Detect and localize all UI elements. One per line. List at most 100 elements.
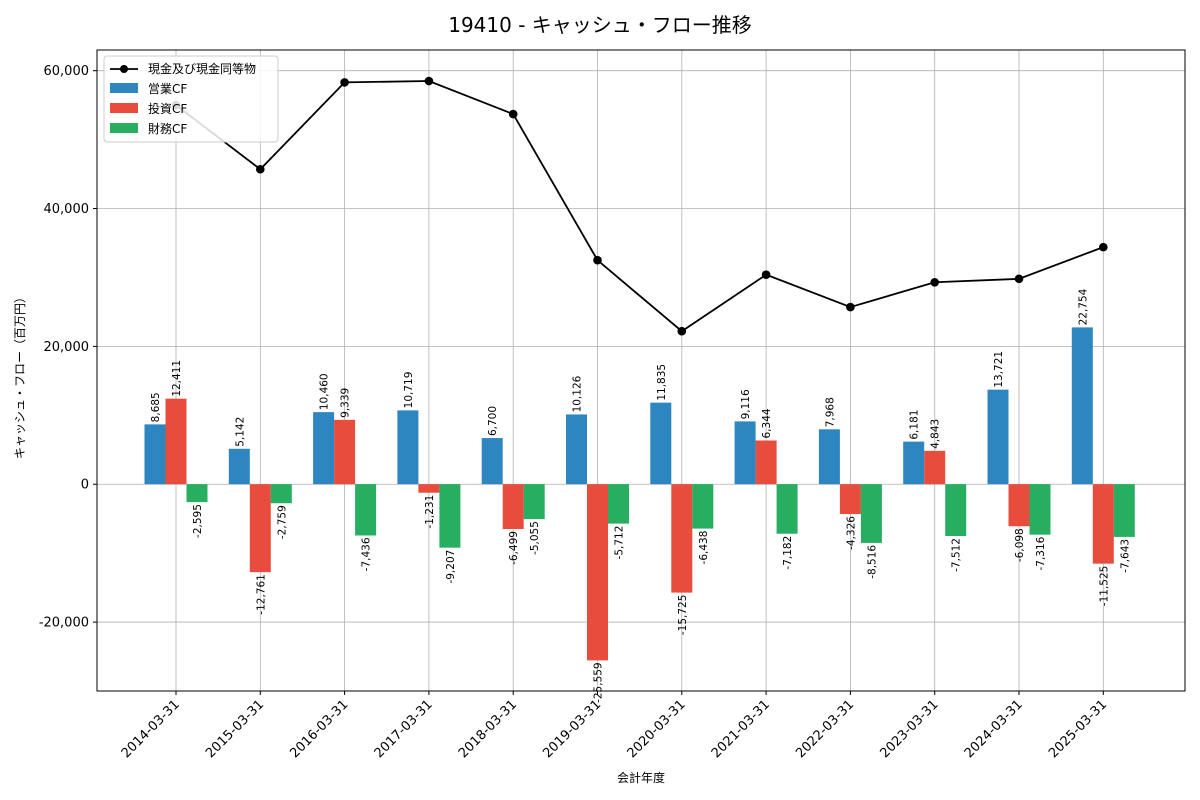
cash-point xyxy=(508,109,518,119)
bar xyxy=(650,402,672,485)
y-tick-label: 40,000 xyxy=(44,202,90,217)
cash-line xyxy=(175,80,1104,333)
bar xyxy=(249,484,271,573)
bar-value-label: 6,344 xyxy=(761,408,773,438)
bar-value-label: -2,759 xyxy=(276,505,288,539)
bar xyxy=(587,484,608,661)
bar-value-label: -2,595 xyxy=(192,504,204,538)
bar xyxy=(903,441,925,485)
bar-value-label: -6,438 xyxy=(698,531,710,565)
bar-value-label: 10,719 xyxy=(403,372,415,409)
bar-value-label: 11,835 xyxy=(656,364,668,401)
bar xyxy=(165,398,187,485)
bar xyxy=(1029,484,1051,535)
bar xyxy=(397,410,419,485)
bar-value-label: -12,761 xyxy=(255,574,267,615)
legend-swatch-investing xyxy=(110,103,138,113)
bar-value-label: 5,142 xyxy=(234,417,246,447)
bar xyxy=(1113,484,1135,537)
legend-line-marker xyxy=(120,65,128,73)
bar xyxy=(692,484,714,529)
bar xyxy=(755,440,777,485)
bar xyxy=(987,389,1009,485)
bar xyxy=(334,419,356,485)
cash-point xyxy=(677,326,687,336)
bar xyxy=(734,421,756,485)
bar xyxy=(860,484,882,543)
bar-value-label: 9,116 xyxy=(740,389,752,419)
bar xyxy=(566,414,587,485)
bar-value-label: 6,181 xyxy=(909,410,921,440)
bar-value-label: -25,559 xyxy=(593,662,605,703)
bar xyxy=(671,484,693,593)
cash-point xyxy=(424,76,434,86)
data-labels: 8,685 5,142 10,460 10,719 6,700 10,126 11,835 9… xyxy=(150,288,1131,703)
bar-value-label: -11,525 xyxy=(1098,566,1110,607)
bar xyxy=(924,450,946,485)
bar-value-label: -8,516 xyxy=(866,545,878,579)
bar-value-label: -4,326 xyxy=(845,516,857,550)
bar-value-label: -7,512 xyxy=(951,538,963,572)
bar-value-label: 12,411 xyxy=(171,360,183,397)
bar xyxy=(418,484,440,493)
y-tick-label: -20,000 xyxy=(39,616,89,631)
cash-point xyxy=(930,277,939,287)
legend-label-financing: 財務CF xyxy=(148,121,187,136)
legend-swatch-financing xyxy=(110,123,138,133)
legend-swatch-operating xyxy=(110,83,138,93)
bar-value-label: 6,700 xyxy=(487,406,499,436)
bar-value-label: -9,207 xyxy=(445,550,457,584)
bar-value-label: -15,725 xyxy=(677,595,689,636)
bar xyxy=(228,448,250,485)
bar xyxy=(839,484,861,515)
bar xyxy=(608,484,629,524)
legend-label-investing: 投資CF xyxy=(148,101,187,116)
bar-series xyxy=(144,327,1135,661)
bar-value-label: -7,182 xyxy=(782,536,794,570)
y-axis: -20,000 0 20,000 40,000 60,000 xyxy=(39,64,97,631)
legend-box xyxy=(103,55,279,143)
bar xyxy=(439,484,461,548)
bar-value-label: 10,126 xyxy=(572,375,584,412)
bar-value-label: 4,843 xyxy=(930,419,942,449)
bar-value-label: -5,712 xyxy=(614,526,626,560)
bar-value-label: -7,643 xyxy=(1119,539,1131,573)
legend: 現金及び現金同等物 営業CF 投資CF 財務CF xyxy=(103,55,279,143)
bar-value-label: 8,685 xyxy=(150,392,162,422)
y-axis-title: キャッシュ・フロー（百万円） xyxy=(13,291,27,459)
bar xyxy=(818,429,840,485)
bar-value-label: 13,721 xyxy=(993,351,1005,388)
bar-value-label: 10,460 xyxy=(319,373,331,410)
bar xyxy=(523,484,545,520)
chart-title: 19410 - キャッシュ・フロー推移 xyxy=(448,13,752,37)
bar-value-label: 22,754 xyxy=(1077,288,1089,325)
bar-value-label: 7,968 xyxy=(824,397,836,427)
bar xyxy=(481,438,503,485)
bar xyxy=(270,484,292,504)
bar xyxy=(1092,484,1114,564)
legend-label-cash: 現金及び現金同等物 xyxy=(148,61,256,76)
bar xyxy=(502,484,524,530)
bar xyxy=(776,484,798,534)
line-series xyxy=(171,76,1108,336)
bar xyxy=(355,484,377,536)
bar xyxy=(1008,484,1030,527)
bar-value-label: -5,055 xyxy=(529,521,541,555)
cash-point xyxy=(846,302,855,312)
bar-value-label: -7,436 xyxy=(361,537,373,571)
cash-point xyxy=(761,270,771,279)
cash-point xyxy=(593,255,602,265)
bar-value-label: 9,339 xyxy=(340,388,352,418)
bar xyxy=(186,484,208,503)
y-tick-label: 0 xyxy=(81,478,89,493)
bar-value-label: -7,316 xyxy=(1035,536,1047,570)
bar xyxy=(945,484,967,537)
x-axis-title: 会計年度 xyxy=(617,770,665,785)
bar xyxy=(1071,327,1093,485)
cash-point xyxy=(255,164,265,174)
plot-frame xyxy=(96,49,1186,692)
bar-value-label: -1,231 xyxy=(424,495,436,529)
legend-label-operating: 営業CF xyxy=(148,82,187,96)
